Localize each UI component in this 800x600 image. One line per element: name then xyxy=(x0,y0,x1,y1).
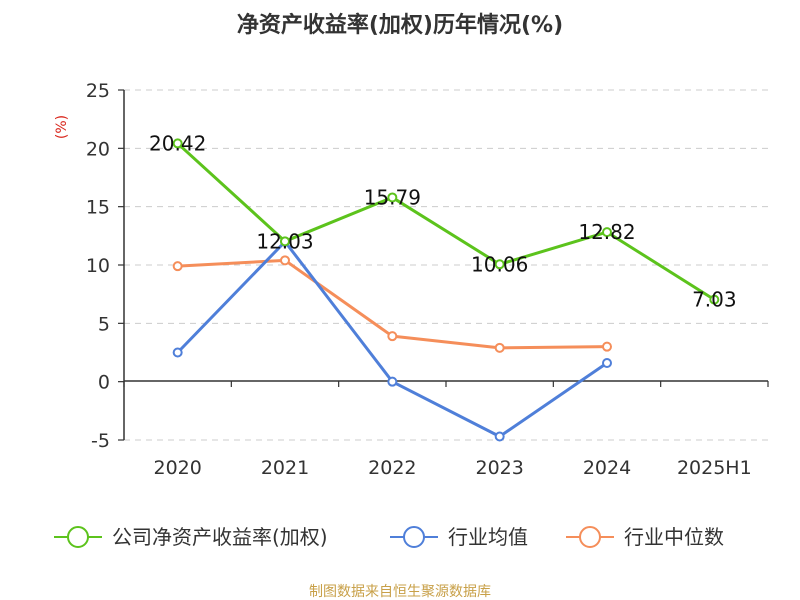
series-line-0 xyxy=(176,142,716,301)
data-label: 10.06 xyxy=(471,252,528,276)
y-tick-label: 10 xyxy=(86,255,110,277)
x-tick-label: 2021 xyxy=(261,457,309,479)
legend-label: 行业中位数 xyxy=(624,525,724,549)
legend-item-1: 行业均值 xyxy=(390,525,528,549)
series-point-0 xyxy=(602,227,612,238)
legend-swatch-marker xyxy=(403,526,425,548)
series-point-0 xyxy=(172,138,183,149)
series-point-0 xyxy=(494,259,505,270)
series-point-1 xyxy=(602,358,612,368)
series-lines xyxy=(172,138,720,442)
data-label: 12.82 xyxy=(578,220,635,244)
y-tick-label: 25 xyxy=(86,80,110,102)
y-tick-label: 0 xyxy=(98,372,110,394)
series-point-2 xyxy=(280,255,290,266)
data-label: 7.03 xyxy=(692,288,737,312)
y-tick-label: 5 xyxy=(98,313,110,335)
x-tick-label: 2022 xyxy=(368,457,416,479)
y-tick-label: 20 xyxy=(86,138,110,160)
legend: 公司净资产收益率(加权) 行业均值 行业中位数 xyxy=(54,525,724,549)
series-point-2 xyxy=(172,261,183,272)
series-point-2 xyxy=(602,341,612,352)
y-tick-label: 15 xyxy=(86,197,110,219)
series-point-0 xyxy=(387,192,398,203)
series-point-2 xyxy=(387,331,398,342)
series-point-0 xyxy=(280,236,290,247)
series-point-1 xyxy=(172,347,183,358)
x-tick-label: 2025H1 xyxy=(677,457,752,479)
series-point-1 xyxy=(387,376,398,387)
data-label: 15.79 xyxy=(364,185,421,209)
series-point-0 xyxy=(709,294,720,305)
legend-swatch-marker xyxy=(67,526,89,548)
chart-title: 净资产收益率(加权)历年情况(%) xyxy=(237,12,563,38)
legend-label: 行业均值 xyxy=(448,525,528,549)
source-note: 制图数据来自恒生聚源数据库 xyxy=(309,584,491,600)
legend-label: 公司净资产收益率(加权) xyxy=(112,525,328,549)
data-label: 12.03 xyxy=(256,229,313,253)
x-tick-label: 2020 xyxy=(153,457,201,479)
axes: 25 20 15 10 5 0 -5 2020 2021 2022 2023 2024 2025H1 xyxy=(86,80,769,479)
legend-swatch-marker xyxy=(579,526,601,548)
legend-item-2: 行业中位数 xyxy=(566,525,724,549)
x-tick-label: 2023 xyxy=(475,457,523,479)
y-tick-label: -5 xyxy=(91,430,110,452)
grid-lines xyxy=(124,89,768,441)
x-tick-label: 2024 xyxy=(583,457,631,479)
y-axis-unit-label: (%) xyxy=(54,115,70,139)
data-label: 20.42 xyxy=(149,131,206,155)
series-point-1 xyxy=(494,431,505,442)
legend-item-0: 公司净资产收益率(加权) xyxy=(54,525,328,549)
series-point-2 xyxy=(494,342,505,353)
data-labels: 20.42 12.03 15.79 10.06 12.82 7.03 xyxy=(149,131,737,311)
